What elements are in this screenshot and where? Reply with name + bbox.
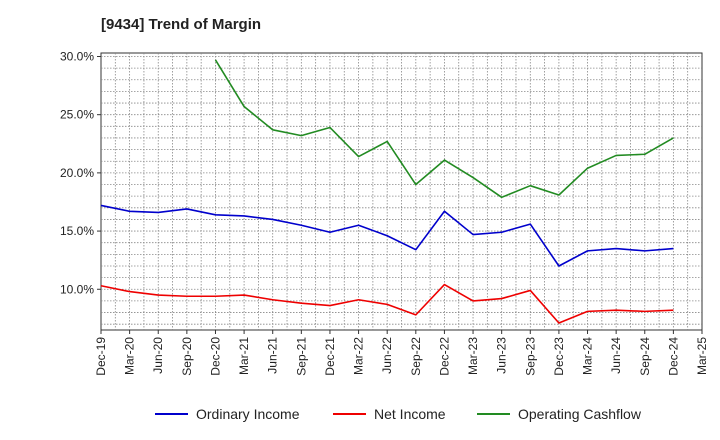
y-tick-label: 10.0%	[60, 282, 94, 296]
x-tick-label: Sep-22	[409, 337, 423, 376]
x-tick-label: Sep-21	[294, 337, 308, 376]
x-tick-label: Jun-21	[266, 337, 280, 374]
series-line-2	[214, 59, 674, 199]
x-tick-label: Jun-23	[495, 337, 509, 374]
chart-title: [9434] Trend of Margin	[101, 16, 262, 33]
x-tick-label: Jun-22	[380, 337, 394, 374]
x-tick-label: Mar-25	[695, 337, 709, 375]
x-tick-label: Mar-22	[352, 337, 366, 375]
y-tick-label: 25.0%	[60, 108, 94, 122]
x-tick-label: Mar-24	[581, 337, 595, 375]
y-tick-label: 30.0%	[60, 49, 94, 63]
x-tick-label: Dec-22	[437, 337, 451, 376]
x-tick-label: Mar-20	[123, 337, 137, 375]
x-tick-label: Mar-21	[237, 337, 251, 375]
legend-label-2: Operating Cashflow	[518, 406, 642, 422]
series-line-0	[100, 204, 674, 267]
x-tick-label: Dec-23	[552, 337, 566, 376]
legend-label-0: Ordinary Income	[196, 406, 300, 422]
x-tick-label: Dec-24	[666, 337, 680, 376]
y-tick-label: 20.0%	[60, 166, 94, 180]
y-tick-label: 15.0%	[60, 224, 94, 238]
x-tick-label: Sep-23	[523, 337, 537, 376]
x-tick-label: Dec-20	[208, 337, 222, 376]
x-tick-label: Mar-23	[466, 337, 480, 375]
x-tick-label: Sep-24	[638, 337, 652, 376]
legend-label-1: Net Income	[374, 406, 446, 422]
x-tick-label: Jun-20	[151, 337, 165, 374]
x-tick-label: Dec-19	[94, 337, 108, 376]
series-line-1	[100, 283, 674, 324]
x-tick-label: Jun-24	[609, 337, 623, 374]
x-tick-label: Dec-21	[323, 337, 337, 376]
x-tick-label: Sep-20	[180, 337, 194, 376]
